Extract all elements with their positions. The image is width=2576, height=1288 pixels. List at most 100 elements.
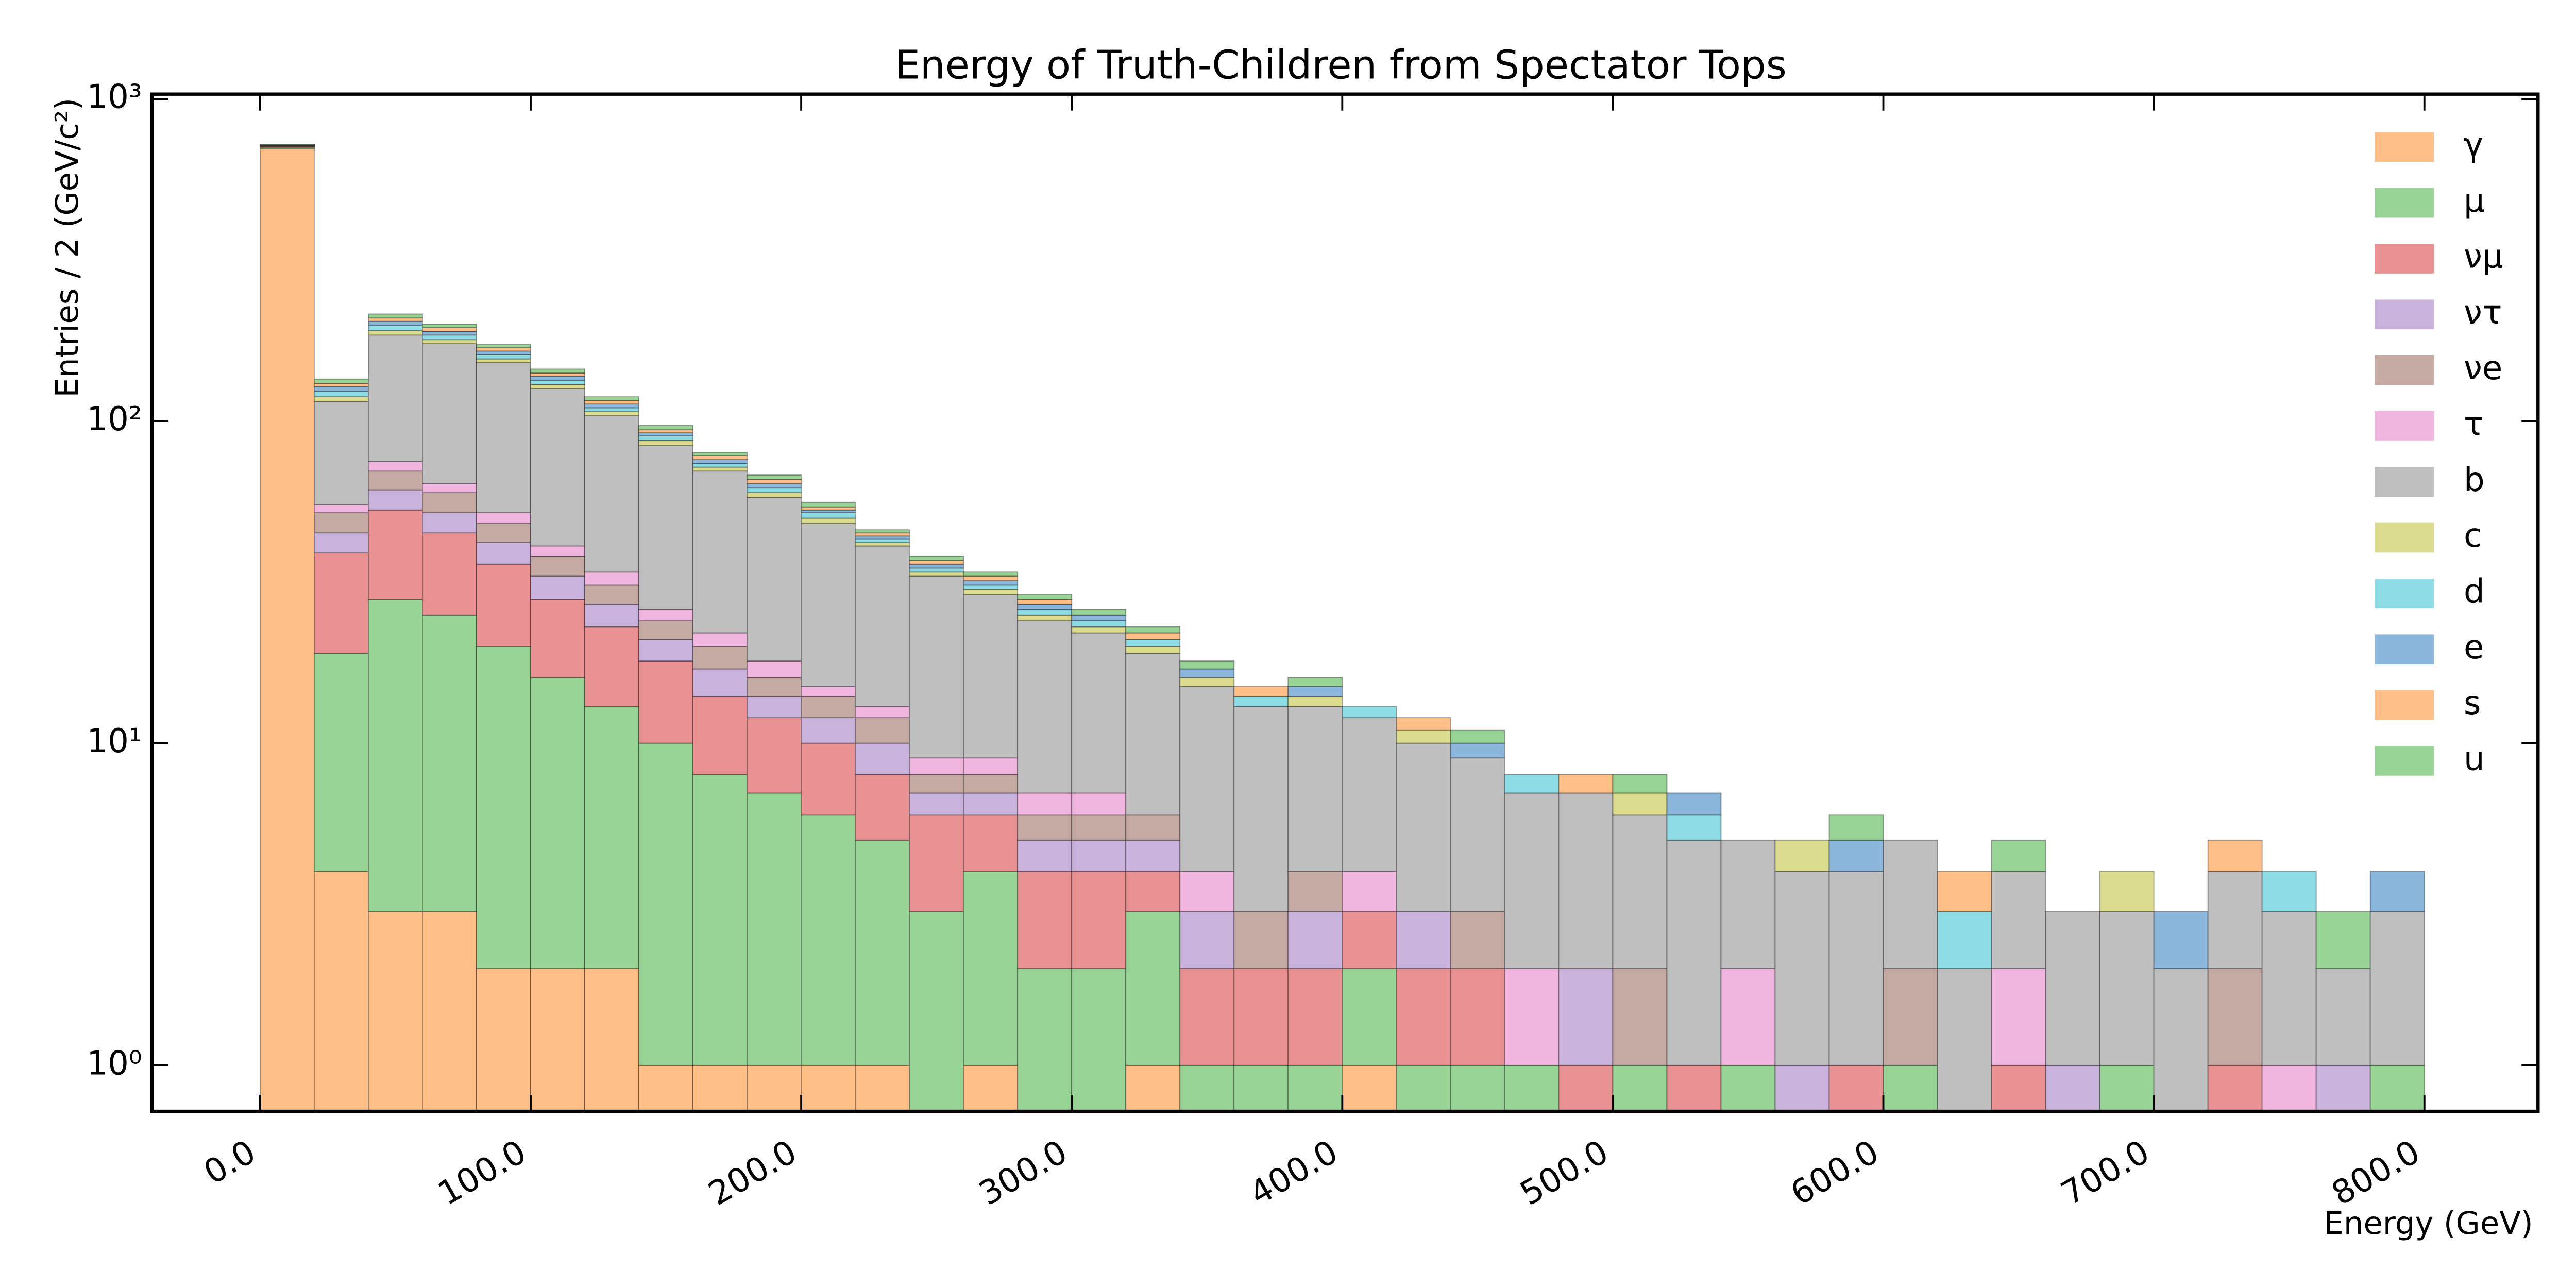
legend-swatch <box>2374 522 2434 553</box>
histogram-bar <box>1396 742 1451 912</box>
histogram-bar <box>692 1064 748 1112</box>
histogram-bar <box>1558 792 1614 969</box>
histogram-bar <box>963 580 1019 586</box>
histogram-bar <box>909 571 964 577</box>
histogram-bar <box>855 742 910 775</box>
histogram-bar <box>963 757 1019 775</box>
histogram-bar <box>313 653 369 872</box>
histogram-bar <box>1828 814 1884 841</box>
histogram-bar <box>2153 911 2209 969</box>
histogram-bar <box>692 459 748 464</box>
histogram-bar <box>1774 1064 1830 1112</box>
histogram-bar <box>584 403 640 409</box>
histogram-bar <box>1774 839 1830 872</box>
legend-swatch <box>2374 467 2434 497</box>
histogram-bar <box>1828 1064 1884 1112</box>
histogram-bar <box>909 911 964 1112</box>
legend-swatch <box>2374 132 2434 162</box>
histogram-bar <box>692 668 748 697</box>
histogram-bar <box>692 646 748 670</box>
histogram-bar <box>313 871 369 1112</box>
legend-label: νe <box>2464 349 2502 387</box>
histogram-bar <box>1612 1064 1668 1112</box>
histogram-bar <box>530 375 585 381</box>
histogram-bar <box>638 660 694 744</box>
histogram-bar <box>584 968 640 1112</box>
histogram-bar <box>638 742 694 1066</box>
histogram-bar <box>638 445 694 611</box>
histogram-bar <box>1828 839 1884 872</box>
histogram-bar <box>963 792 1019 816</box>
y-tick-label: 10³ <box>87 78 142 116</box>
histogram-bar <box>1450 757 1505 912</box>
legend-label: s <box>2464 684 2481 722</box>
histogram-bar <box>367 489 423 511</box>
histogram-bar <box>638 440 694 446</box>
histogram-bar <box>476 344 531 348</box>
histogram-bar <box>638 609 694 621</box>
histogram-bar <box>422 324 477 328</box>
histogram-bar <box>367 325 423 331</box>
legend-label: μ <box>2464 182 2485 220</box>
histogram-bar <box>801 717 856 744</box>
histogram-bar <box>1396 729 1451 744</box>
histogram-bar <box>2207 968 2263 1066</box>
histogram-bar <box>367 509 423 600</box>
histogram-bar <box>584 626 640 707</box>
histogram-bar <box>638 639 694 662</box>
histogram-bar <box>1883 968 1938 1066</box>
histogram-bar <box>367 320 423 326</box>
plot-frame <box>150 92 2540 1113</box>
histogram-bar <box>1017 620 1073 794</box>
histogram-bar <box>584 400 640 405</box>
histogram-bar <box>1287 706 1343 872</box>
histogram-bar <box>1125 639 1181 647</box>
histogram-bar <box>747 474 802 480</box>
histogram-bar <box>2207 1064 2263 1112</box>
legend-swatch <box>2374 579 2434 608</box>
histogram-bar <box>584 407 640 412</box>
histogram-bar <box>476 354 531 360</box>
histogram-bar <box>367 313 423 319</box>
histogram-bar <box>313 390 369 398</box>
histogram-bar <box>1071 839 1127 872</box>
histogram-bar <box>909 560 964 565</box>
histogram-bar <box>638 1064 694 1112</box>
histogram-bar <box>1071 968 1127 1112</box>
histogram-bar <box>2045 1064 2100 1112</box>
legend-swatch <box>2374 244 2434 274</box>
histogram-bar <box>963 774 1019 794</box>
histogram-bar <box>1179 968 1235 1066</box>
histogram-bar <box>1612 814 1668 969</box>
histogram-bar <box>963 1064 1019 1112</box>
histogram-bar <box>530 676 585 969</box>
histogram-bar <box>476 347 531 352</box>
histogram-bar <box>313 512 369 534</box>
histogram-bar <box>1233 706 1289 912</box>
histogram-bar <box>1937 968 1992 1112</box>
histogram-bar <box>584 584 640 605</box>
histogram-bar <box>1071 614 1127 621</box>
histogram-bar <box>1883 839 1938 969</box>
histogram-bar <box>2099 871 2155 912</box>
y-tick-label: 10⁰ <box>87 1044 142 1082</box>
histogram-bar <box>2369 1064 2425 1112</box>
histogram-bar <box>1179 686 1235 872</box>
histogram-bar <box>1125 632 1181 640</box>
histogram-bar <box>638 425 694 431</box>
legend-swatch <box>2374 355 2434 385</box>
legend-label: b <box>2464 461 2485 499</box>
histogram-bar <box>422 492 477 513</box>
histogram-bar <box>692 774 748 1066</box>
histogram-bar <box>855 774 910 841</box>
legend-label: d <box>2464 573 2485 611</box>
histogram-bar <box>909 814 964 912</box>
histogram-bar <box>2261 911 2317 1066</box>
histogram-bar <box>584 411 640 416</box>
histogram-bar <box>422 334 477 341</box>
histogram-bar <box>747 479 802 484</box>
histogram-bar <box>584 706 640 969</box>
legend-swatch <box>2374 690 2434 720</box>
histogram-bar <box>584 603 640 628</box>
